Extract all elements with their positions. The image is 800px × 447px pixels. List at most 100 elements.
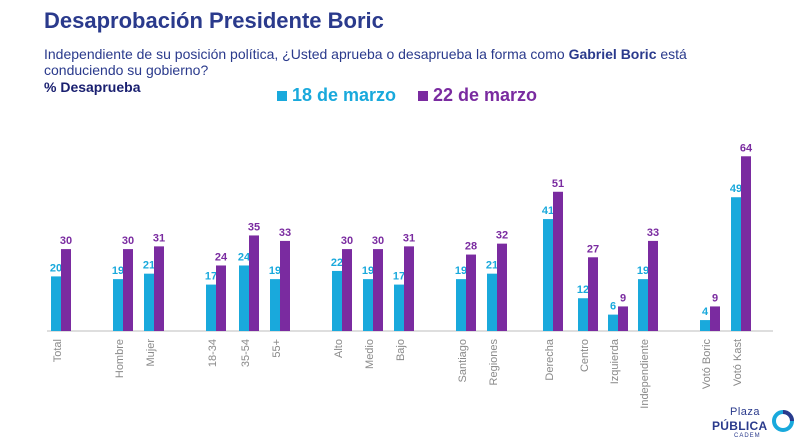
data-label-1-0: 20 bbox=[50, 262, 62, 274]
bar-2-15 bbox=[710, 306, 720, 331]
bar-1-6 bbox=[332, 270, 342, 331]
logo-text-2: PÚBLICA bbox=[712, 419, 768, 433]
category-label-16: Votó Kast bbox=[732, 339, 744, 386]
bar-1-10 bbox=[487, 273, 497, 331]
category-label-13: Izquierda bbox=[609, 338, 621, 384]
bar-2-8 bbox=[404, 246, 414, 331]
data-label-2-13: 9 bbox=[620, 292, 626, 304]
data-label-2-6: 30 bbox=[341, 235, 353, 247]
data-label-2-10: 32 bbox=[496, 230, 508, 242]
bar-2-16 bbox=[741, 156, 751, 331]
bar-1-16 bbox=[731, 197, 741, 331]
bar-1-12 bbox=[578, 298, 588, 331]
bar-1-9 bbox=[456, 279, 466, 331]
data-label-2-3: 24 bbox=[215, 251, 228, 263]
measure-label: % Desaprueba bbox=[44, 79, 141, 95]
data-label-1-8: 17 bbox=[393, 271, 405, 283]
category-label-7: Medio bbox=[364, 339, 376, 369]
data-label-2-1: 30 bbox=[122, 235, 134, 247]
data-label-1-11: 41 bbox=[542, 205, 554, 217]
data-label-2-11: 51 bbox=[552, 178, 564, 190]
bar-1-7 bbox=[363, 279, 373, 331]
category-label-5: 55+ bbox=[271, 339, 283, 358]
legend-swatch-series1 bbox=[277, 90, 287, 101]
data-label-1-2: 21 bbox=[143, 260, 155, 272]
legend-item-series1: 18 de marzo bbox=[277, 85, 396, 106]
legend-swatch-series2 bbox=[418, 90, 428, 101]
data-label-1-15: 4 bbox=[702, 306, 709, 318]
bar-1-15 bbox=[700, 320, 710, 331]
category-label-11: Derecha bbox=[544, 338, 556, 380]
subtitle-highlight: Gabriel Boric bbox=[568, 46, 657, 62]
bar-2-3 bbox=[216, 265, 226, 331]
data-label-1-6: 22 bbox=[331, 257, 343, 269]
data-label-1-5: 19 bbox=[269, 265, 281, 277]
data-label-1-16: 49 bbox=[730, 183, 742, 195]
bar-1-11 bbox=[543, 219, 553, 331]
data-label-2-12: 27 bbox=[587, 243, 599, 255]
legend-label-series2: 22 de marzo bbox=[433, 85, 538, 105]
data-label-2-5: 33 bbox=[279, 227, 291, 239]
data-label-2-2: 31 bbox=[153, 232, 165, 244]
bar-2-6 bbox=[342, 249, 352, 331]
data-label-1-12: 12 bbox=[577, 284, 589, 296]
bar-2-14 bbox=[648, 240, 658, 331]
legend-item-series2: 22 de marzo bbox=[418, 85, 537, 106]
chart-subtitle: Independiente de su posición política, ¿… bbox=[44, 46, 687, 78]
data-label-2-7: 30 bbox=[372, 235, 384, 247]
data-label-1-10: 21 bbox=[486, 260, 498, 272]
data-label-1-1: 19 bbox=[112, 265, 124, 277]
data-label-1-9: 19 bbox=[455, 265, 467, 277]
bar-2-12 bbox=[588, 257, 598, 331]
category-label-15: Votó Boric bbox=[701, 339, 713, 390]
data-label-2-9: 28 bbox=[465, 241, 477, 253]
bar-1-14 bbox=[638, 279, 648, 331]
data-label-2-8: 31 bbox=[403, 232, 415, 244]
data-label-2-0: 30 bbox=[60, 235, 72, 247]
data-label-1-4: 24 bbox=[238, 251, 251, 263]
brand-logo: Plaza PÚBLICA CADEM bbox=[712, 406, 794, 444]
bar-1-1 bbox=[113, 279, 123, 331]
legend-label-series1: 18 de marzo bbox=[292, 85, 397, 105]
data-label-2-16: 64 bbox=[740, 142, 753, 154]
bar-1-4 bbox=[239, 265, 249, 331]
category-label-0: Total bbox=[52, 339, 64, 362]
data-label-2-4: 35 bbox=[248, 221, 260, 233]
bar-2-4 bbox=[249, 235, 259, 331]
bar-2-10 bbox=[497, 243, 507, 331]
category-label-3: 18-34 bbox=[207, 339, 219, 367]
bar-1-13 bbox=[608, 314, 618, 331]
data-label-1-13: 6 bbox=[610, 301, 616, 313]
bar-2-7 bbox=[373, 249, 383, 331]
category-label-12: Centro bbox=[579, 339, 591, 372]
category-label-1: Hombre bbox=[114, 339, 126, 378]
bar-2-2 bbox=[154, 246, 164, 331]
chart-title: Desaprobación Presidente Boric bbox=[44, 8, 384, 33]
logo-text-3: CADEM bbox=[734, 433, 761, 439]
logo-text-1: Plaza bbox=[730, 406, 761, 418]
bar-1-2 bbox=[144, 273, 154, 331]
bar-1-0 bbox=[51, 276, 61, 331]
bar-1-8 bbox=[394, 284, 404, 331]
category-label-6: Alto bbox=[333, 339, 345, 358]
data-label-1-14: 19 bbox=[637, 265, 649, 277]
category-label-2: Mujer bbox=[145, 339, 157, 367]
bar-1-3 bbox=[206, 284, 216, 331]
data-label-2-15: 9 bbox=[712, 292, 718, 304]
data-label-1-3: 17 bbox=[205, 271, 217, 283]
bar-2-11 bbox=[553, 191, 563, 331]
data-label-2-14: 33 bbox=[647, 227, 659, 239]
category-label-8: Bajo bbox=[395, 339, 407, 361]
category-label-9: Santiago bbox=[457, 339, 469, 382]
data-label-1-7: 19 bbox=[362, 265, 374, 277]
category-label-4: 35-54 bbox=[240, 339, 252, 367]
bar-2-0 bbox=[61, 249, 71, 331]
bar-2-9 bbox=[466, 254, 476, 331]
category-label-10: Regiones bbox=[488, 339, 500, 386]
bar-1-5 bbox=[270, 279, 280, 331]
bar-2-5 bbox=[280, 240, 290, 331]
bar-2-13 bbox=[618, 306, 628, 331]
bar-2-1 bbox=[123, 249, 133, 331]
logo-mark-icon bbox=[772, 410, 794, 432]
